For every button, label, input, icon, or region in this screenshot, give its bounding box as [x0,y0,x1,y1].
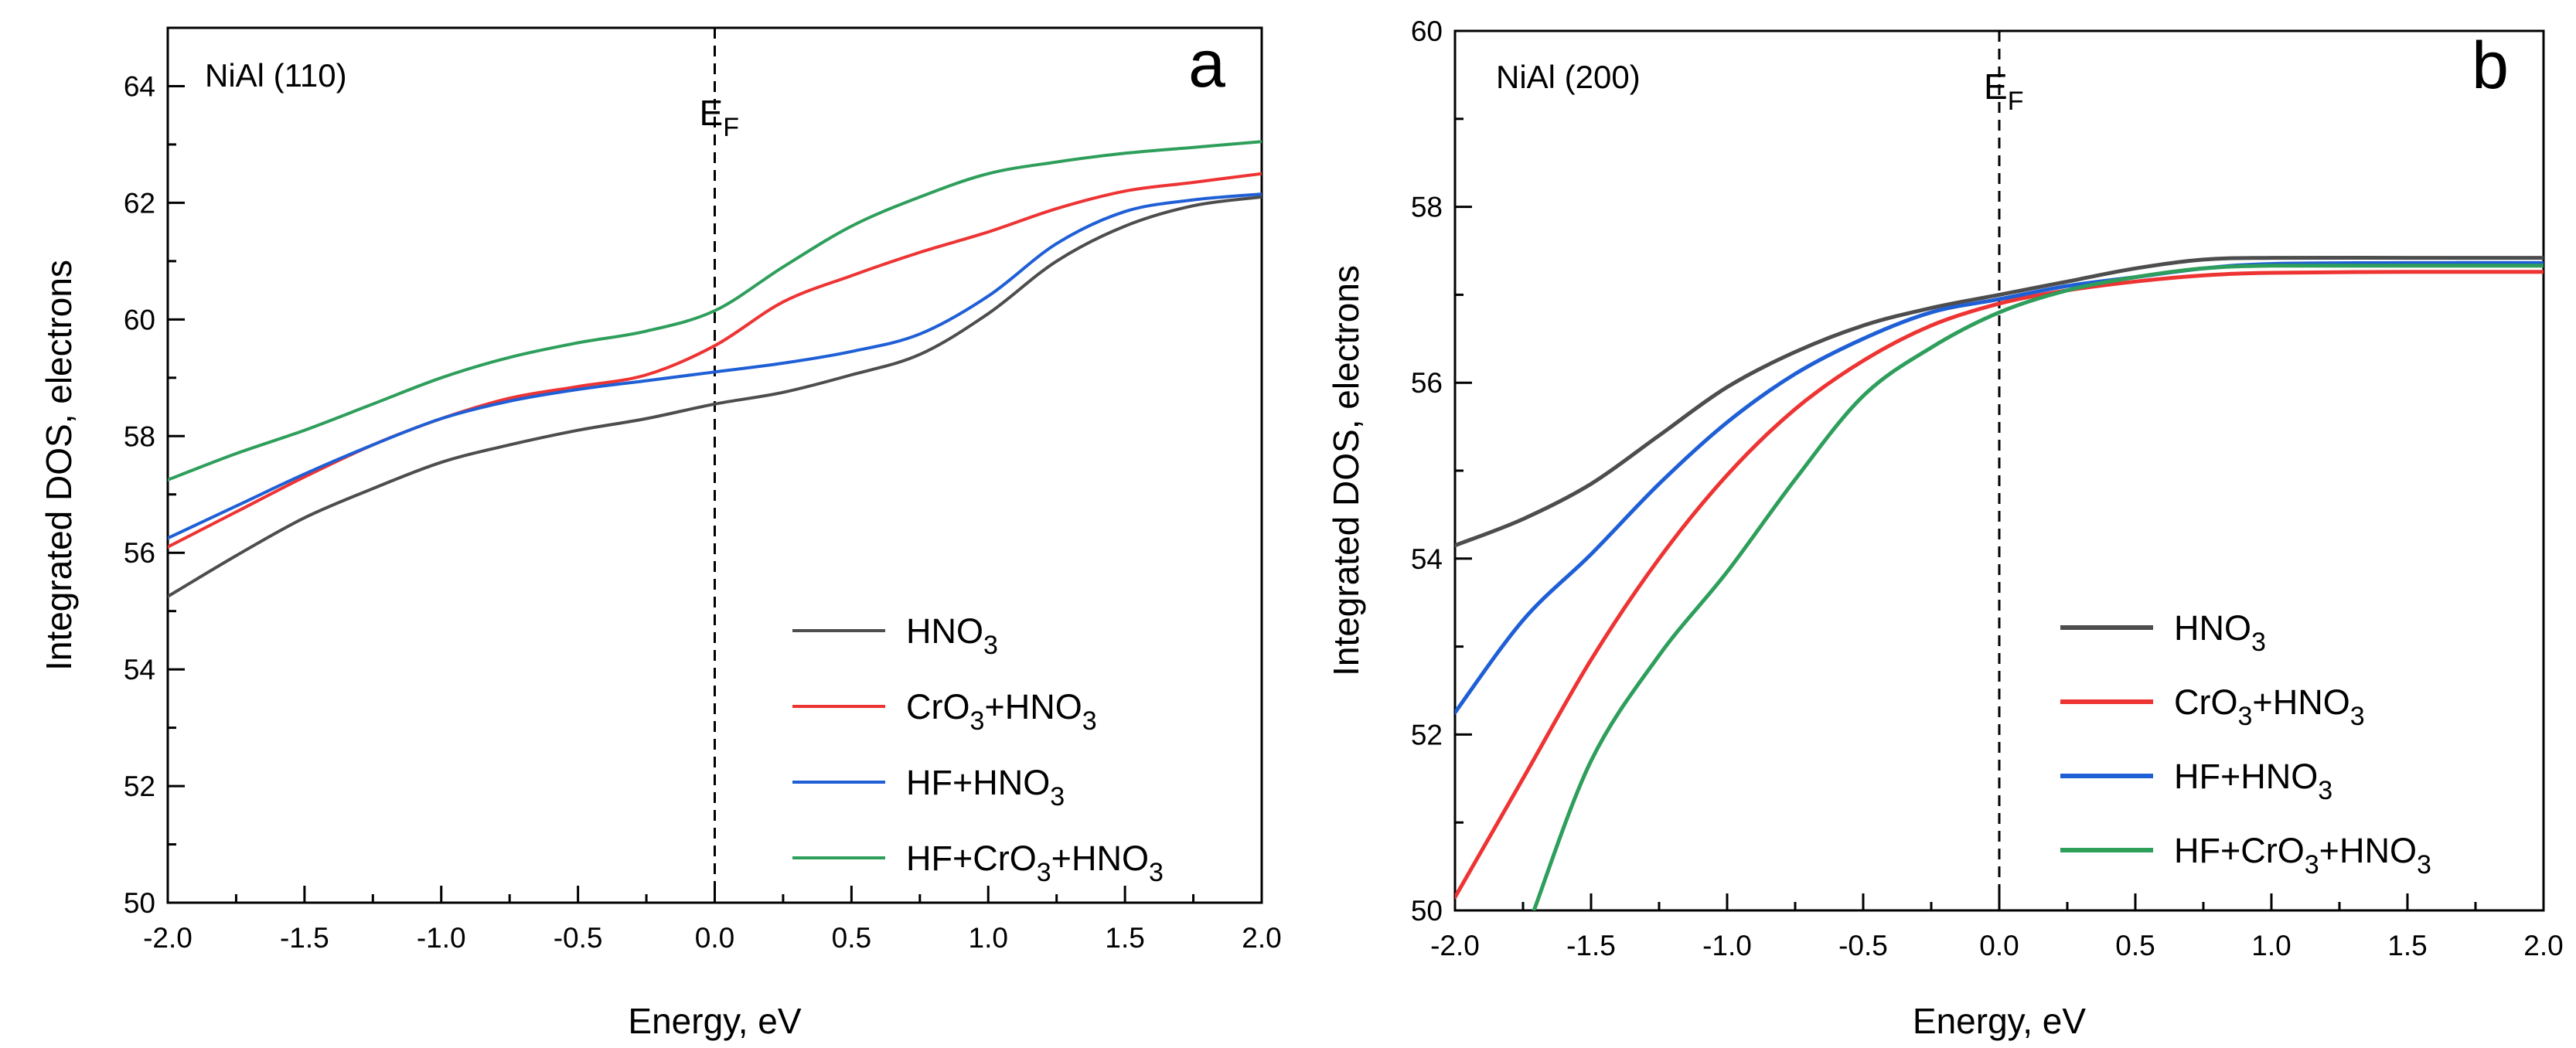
x-axis-title: Energy, eV [1913,1001,2086,1041]
series-line-4 [1532,264,2544,910]
y-tick-label: 56 [1411,367,1443,399]
x-tick-label: 1.5 [2387,930,2427,961]
chart-panel-b: -2.0 -1.5 -1.0 -0.5 0.0 0.5 1.0 1.5 2.0 50 52 54 56 5… [1326,15,2564,1041]
x-tick-label: 0.5 [832,922,871,954]
y-tick-label: 60 [124,304,155,335]
series-group [168,140,1262,598]
x-tick-label: -1.0 [417,922,466,954]
x-tick-label: -2.0 [1430,930,1480,961]
x-tick-label: -0.5 [554,922,603,954]
panel-title: NiAl (200) [1496,59,1641,95]
legend-label-1: HNO3 [2174,608,2266,657]
x-tick-label: 0.5 [2115,930,2155,961]
legend-label-4: HF+CrO3+HNO3 [2174,831,2431,880]
y-tick-label: 50 [124,887,155,919]
series-line-2 [1455,270,2544,900]
fermi-level-label: EF [700,93,739,142]
x-tick-label: -1.5 [280,922,329,954]
legend-label-2: CrO3+HNO3 [2174,682,2365,731]
legend-label-1: HNO3 [906,611,998,660]
y-axis-title: Integrated DOS, electrons [1326,265,1366,676]
y-tick-label: 52 [124,771,155,802]
y-tick-label: 58 [1411,192,1443,223]
y-tick-label: 58 [124,420,155,452]
x-tick-label: 1.0 [2251,930,2291,961]
y-tick-label: 54 [124,654,155,686]
x-tick-label: 2.0 [2523,930,2563,961]
x-tick-label: -2.0 [143,922,193,954]
y-tick-label: 62 [124,187,155,219]
series-group [1455,255,2544,910]
fermi-level-label: EF [1984,66,2023,116]
y-axis-title: Integrated DOS, electrons [39,260,79,671]
x-tick-label: 0.0 [695,922,734,954]
x-tick-label: -0.5 [1838,930,1888,961]
legend-label-3: HF+HNO3 [2174,757,2332,805]
legend-label-3: HF+HNO3 [906,763,1065,812]
x-tick-label: -1.5 [1566,930,1616,961]
legend-label-2: CrO3+HNO3 [906,687,1097,736]
y-tick-label: 60 [1411,15,1443,47]
panel-letter: b [2472,29,2509,103]
y-tick-label: 52 [1411,719,1443,750]
x-tick-label: 2.0 [1242,922,1281,954]
x-axis-title: Energy, eV [628,1001,801,1041]
y-tick-label: 50 [1411,895,1443,927]
panel-title: NiAl (110) [205,57,347,94]
series-line-1 [1455,255,2544,548]
series-line-3 [168,192,1262,540]
panel-letter: a [1188,27,1225,101]
x-tick-label: 0.0 [1979,930,2019,961]
y-tick-label: 56 [124,537,155,569]
y-tick-label: 64 [124,70,155,102]
legend-label-4: HF+CrO3+HNO3 [906,839,1164,887]
x-tick-label: 1.5 [1105,922,1144,954]
series-line-4 [168,140,1262,481]
x-tick-label: -1.0 [1702,930,1752,961]
chart-panel-a: -2.0 -1.5 -1.0 -0.5 0.0 0.5 1.0 1.5 2.0 50 52 54 56 5… [39,26,1282,1041]
series-line-1 [168,195,1262,598]
y-tick-label: 54 [1411,543,1443,575]
x-tick-label: 1.0 [969,922,1008,954]
